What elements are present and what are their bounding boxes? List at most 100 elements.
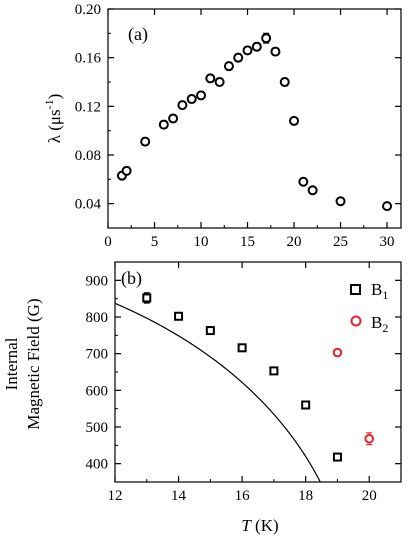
- panel-b-x-tick-label: 16: [235, 488, 251, 504]
- legend-marker-b1: [350, 284, 361, 295]
- panel-a-marker: [168, 113, 179, 124]
- panel-a-data-points: [116, 32, 393, 212]
- panel-a-data-point: [279, 77, 290, 87]
- panel-a-data-point: [205, 73, 216, 84]
- panel-a-data-point: [177, 100, 188, 111]
- panel-a-plot-frame: [107, 8, 402, 229]
- panel-a-data-point: [298, 176, 309, 187]
- panel-a-data-point: [121, 165, 132, 176]
- legend-marker-b2: [350, 315, 362, 327]
- panel-b-data-points: [142, 292, 375, 462]
- panel-b-fit-curve: [114, 302, 321, 483]
- panel-b-b1-data-point: [332, 452, 342, 462]
- panel-b-y-tick-label: 600: [86, 383, 109, 399]
- panel-a-marker: [242, 45, 253, 56]
- panel-a-data-point: [186, 94, 197, 105]
- panel-b-b1-data-point: [237, 343, 247, 353]
- panel-a-data-point: [242, 45, 253, 56]
- panel-a-y-axis-title-superscript: -1: [42, 99, 56, 109]
- panel-b-y-tick-label: 900: [86, 273, 109, 289]
- panel-a-marker: [140, 136, 151, 147]
- panel-a-marker: [289, 115, 300, 126]
- panel-b-square-marker: [174, 311, 184, 321]
- panel-a-marker: [121, 165, 132, 176]
- panel-b-y-tick-label: 800: [86, 310, 109, 326]
- panel-a-x-tick-label: 15: [240, 234, 255, 250]
- panel-a-marker: [186, 94, 197, 105]
- panel-a-marker: [307, 185, 318, 196]
- panel-b-x-tick-label: 14: [171, 488, 187, 504]
- panel-b-b2-data-point: [364, 432, 375, 446]
- panel-a-data-point: [251, 41, 262, 52]
- panel-a-axis-ticks: 0 5 10 15 20 25 30 0.04 0.08 0.12 0.16 0.20: [75, 2, 401, 250]
- panel-a-data-point: [289, 115, 300, 126]
- panel-b-b2-data-point: [332, 347, 343, 358]
- panel-a-label: (a): [128, 24, 148, 45]
- panel-a-marker: [205, 73, 216, 84]
- panel-b-square-marker: [269, 366, 279, 376]
- panel-b-x-tick-label: 12: [108, 488, 123, 504]
- panel-b-circle-marker: [364, 433, 375, 444]
- panel-a-marker: [177, 100, 188, 111]
- panel-b-x-tick-label: 20: [362, 488, 377, 504]
- panel-a-data-point: [196, 90, 207, 101]
- panel-a-y-tick-label: 0.16: [75, 51, 102, 67]
- panel-b-b1-data-point: [205, 326, 215, 336]
- panel-b-square-marker: [237, 343, 247, 353]
- panel-a-marker: [233, 52, 244, 63]
- panel-b-square-marker: [301, 400, 311, 410]
- legend-label-b1: B1: [371, 280, 388, 302]
- panel-b-b1-data-point: [301, 400, 311, 410]
- panel-a-data-point: [140, 136, 151, 147]
- panel-b-label: (b): [121, 268, 142, 289]
- panel-a-marker: [298, 176, 309, 187]
- panel-b-b1-data-point: [269, 366, 279, 376]
- panel-a-marker: [382, 201, 393, 212]
- legend-label-b2-name: B: [371, 313, 382, 332]
- panel-b-b1-data-point: [174, 311, 184, 321]
- panel-a-data-point: [168, 113, 179, 124]
- legend-label-b1-name: B: [371, 280, 382, 299]
- panel-a-x-tick-label: 25: [333, 234, 348, 250]
- panel-a-y-axis-title-main: λ (μs: [45, 109, 64, 143]
- panel-a-x-tick-label: 10: [194, 234, 209, 250]
- panel-a-data-point: [270, 46, 281, 57]
- panel-a-x-tick-label: 20: [287, 234, 302, 250]
- panel-a-x-tick-label: 0: [104, 234, 112, 250]
- panel-b-y-tick-label: 400: [86, 457, 109, 473]
- legend-label-b2: B2: [371, 313, 388, 335]
- panel-a-lambda-vs-temperature: 0 5 10 15 20 25 30 0.04 0.08 0.12 0.16 0.20 (a) λ (…: [42, 2, 402, 250]
- panel-b-circle-marker: [332, 347, 343, 358]
- panel-a-y-tick-label: 0.04: [75, 197, 102, 213]
- panel-a-data-point: [214, 77, 225, 87]
- panel-a-x-tick-label: 5: [151, 234, 159, 250]
- panel-a-data-point: [158, 119, 169, 130]
- panel-b-square-marker: [205, 326, 215, 336]
- panel-a-marker: [223, 61, 234, 72]
- legend-label-b2-subscript: 2: [382, 321, 388, 335]
- panel-a-data-point: [307, 185, 318, 196]
- panel-a-y-tick-label: 0.20: [75, 2, 101, 18]
- panel-b-square-marker: [332, 452, 342, 462]
- panel-b-y-axis-title-line2: Magnetic Field (G): [24, 298, 43, 429]
- panel-b-b1-data-point: [142, 292, 152, 304]
- panel-b-x-axis-title: T (K): [241, 516, 278, 535]
- panel-a-data-point: [335, 196, 346, 207]
- panel-a-data-point: [223, 61, 234, 72]
- panel-b-y-axis-title-line1: Internal: [2, 337, 21, 390]
- panel-a-marker: [279, 77, 290, 87]
- panel-a-marker: [261, 33, 272, 44]
- panel-a-marker: [270, 46, 281, 57]
- panel-a-marker: [158, 119, 169, 130]
- panel-a-x-tick-label: 30: [380, 234, 395, 250]
- panel-a-data-point: [382, 201, 393, 212]
- panel-b-y-tick-label: 500: [86, 420, 109, 436]
- panel-a-marker: [214, 77, 225, 87]
- panel-b-square-marker: [142, 293, 152, 303]
- panel-a-data-point: [233, 52, 244, 63]
- panel-a-marker: [335, 196, 346, 207]
- panel-b-x-axis-title-symbol: T: [241, 516, 252, 535]
